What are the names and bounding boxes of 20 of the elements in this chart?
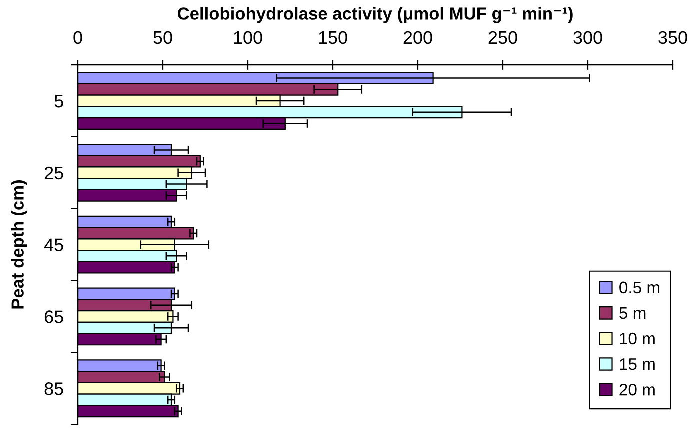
legend-label: 10 m — [620, 332, 655, 345]
y-tick-label: 85 — [44, 382, 64, 396]
x-tick-label: 200 — [404, 31, 432, 44]
x-tick-label: 50 — [154, 31, 172, 44]
x-tick-label: 250 — [488, 31, 518, 44]
y-tick-label: 45 — [44, 238, 64, 252]
x-tick-label: 300 — [574, 31, 602, 44]
y-tick-label: 65 — [44, 310, 64, 324]
legend-label: 15 m — [620, 358, 655, 370]
y-tick-label: 5 — [54, 95, 64, 108]
x-tick-label: 150 — [319, 31, 348, 44]
x-tick-label: 0 — [74, 31, 82, 44]
legend-label: 0.5 m — [620, 282, 660, 294]
legend-label: 20 m — [620, 384, 655, 396]
y-tick-label: 25 — [44, 166, 64, 180]
y-axis-title: Peat depth (cm) — [11, 180, 28, 309]
x-tick-label: 100 — [234, 31, 262, 44]
x-axis-title: Cellobiohydrolase activity (μmol MUF g⁻¹ min⁻¹) — [178, 7, 573, 24]
x-tick-label: 350 — [658, 31, 688, 44]
legend-label: 5 m — [620, 308, 646, 320]
